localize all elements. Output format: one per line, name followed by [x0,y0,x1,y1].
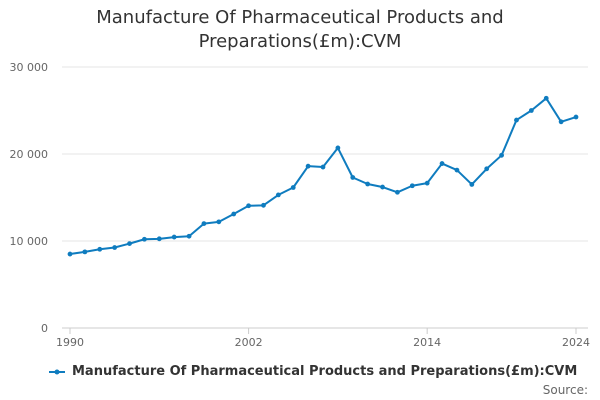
data-point [127,241,132,247]
gridlines [62,66,588,242]
source-label: Source: [542,383,588,397]
data-point [558,119,564,125]
y-tick-label: 0 [41,322,48,335]
legend[interactable]: Manufacture Of Pharmaceutical Products a… [48,364,577,379]
data-point [216,219,222,225]
data-point [142,236,147,242]
data-point [335,145,341,151]
data-point [499,152,504,158]
data-point [380,184,385,190]
chart-title-line-1: Manufacture Of Pharmaceutical Products a… [96,7,504,28]
data-point [156,236,162,242]
data-point [528,108,534,113]
x-tick-label: 2024 [562,336,590,349]
data-point [454,167,460,173]
data-point [246,203,251,209]
data-point [201,221,207,227]
data-point [350,175,356,180]
legend-label: Manufacture Of Pharmaceutical Products a… [72,364,578,379]
x-tick-label: 2002 [235,336,263,349]
data-point [275,192,281,198]
x-tick-label: 1990 [56,336,84,349]
chart-title-line-2: Preparations(£m):CVM [198,31,402,52]
y-tick-label: 10 000 [10,235,49,248]
data-point [573,114,579,120]
data-point [395,189,400,195]
data-point [290,185,296,190]
data-point [469,182,475,187]
data-point [171,234,177,240]
series-layer [67,95,579,257]
series-line [69,97,577,256]
data-point [424,180,430,186]
data-point [484,166,490,172]
legend-line-marker-icon [49,369,65,374]
data-point [305,163,311,169]
chart-title: Manufacture Of Pharmaceutical Products a… [0,6,600,54]
data-point [67,251,73,257]
data-point [320,164,326,170]
data-point [365,181,371,187]
data-point [514,117,519,123]
data-point [409,183,415,189]
y-tick-label: 30 000 [10,61,49,74]
axes: 0 10 000 20 000 30 000 1990 2002 2014 2024 [10,61,591,349]
data-point [231,211,237,217]
data-point [82,249,88,255]
data-point [97,246,103,252]
data-point [186,233,192,239]
data-point [261,202,266,208]
x-tick-label: 2014 [413,336,441,349]
data-point [112,245,118,250]
y-tick-label: 20 000 [10,148,49,161]
data-point [543,95,549,101]
data-point [439,161,445,166]
